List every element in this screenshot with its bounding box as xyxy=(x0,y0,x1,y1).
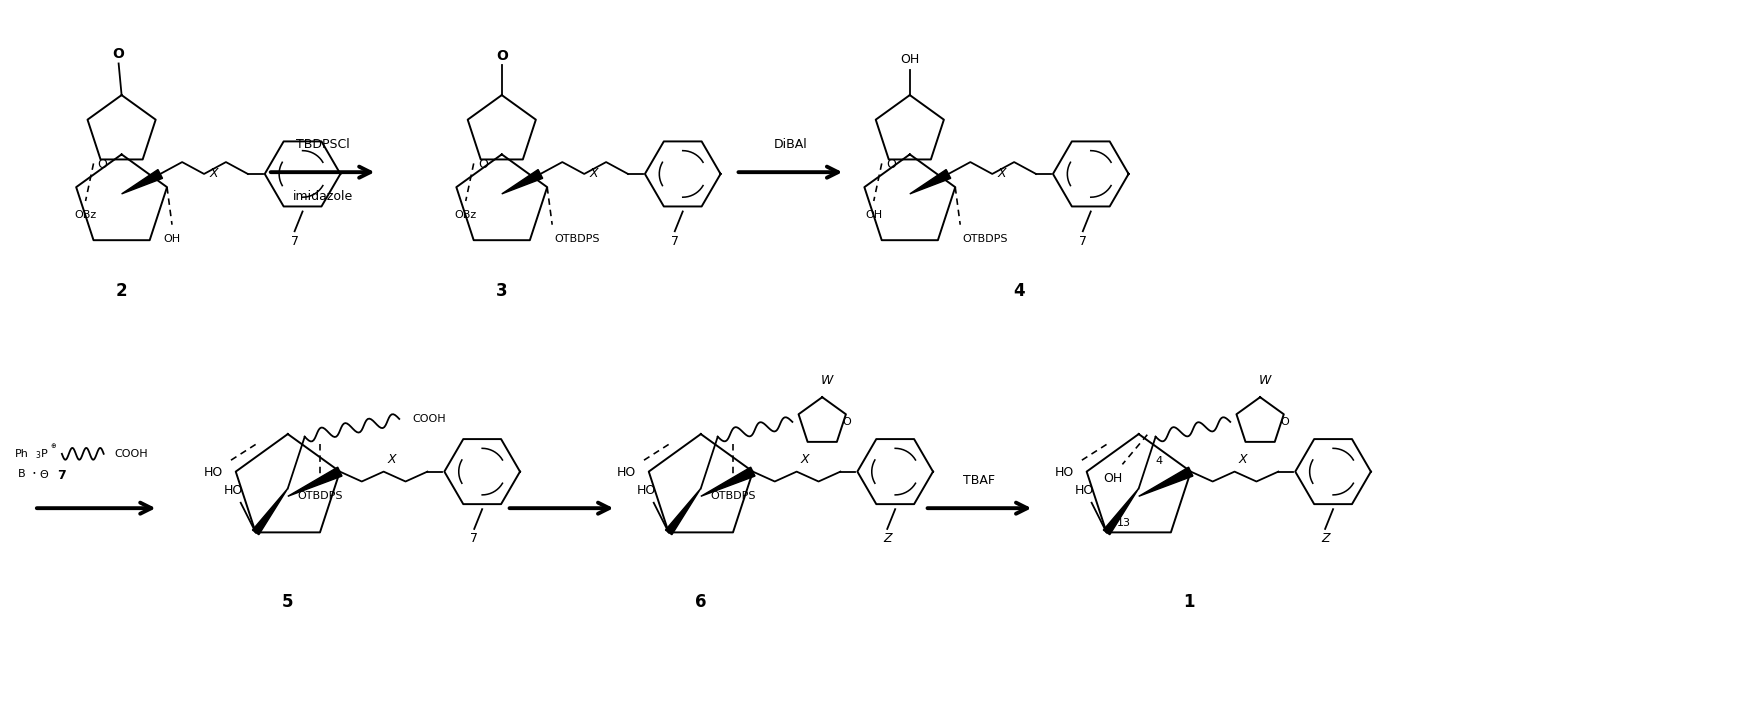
Polygon shape xyxy=(1104,489,1139,535)
Text: OTBDPS: OTBDPS xyxy=(554,233,601,244)
Text: O: O xyxy=(97,158,108,171)
Text: X: X xyxy=(590,167,599,180)
Text: Z: Z xyxy=(883,532,891,545)
Text: X: X xyxy=(387,453,395,467)
Text: 4: 4 xyxy=(1013,281,1025,300)
Text: O: O xyxy=(1281,417,1290,427)
Text: HO: HO xyxy=(618,466,637,479)
Polygon shape xyxy=(702,467,756,496)
Text: HO: HO xyxy=(1074,484,1095,498)
Text: OBz: OBz xyxy=(454,210,477,220)
Polygon shape xyxy=(122,169,162,194)
Text: Ph: Ph xyxy=(16,449,30,459)
Text: $^{\oplus}$: $^{\oplus}$ xyxy=(50,443,57,453)
Text: HO: HO xyxy=(225,484,244,498)
Text: 1: 1 xyxy=(1182,593,1194,611)
Text: X: X xyxy=(801,453,810,467)
Text: O: O xyxy=(886,158,895,171)
Text: $\Theta$: $\Theta$ xyxy=(38,467,49,479)
Text: 7: 7 xyxy=(57,469,66,482)
Text: 3: 3 xyxy=(496,281,508,300)
Text: 7: 7 xyxy=(670,235,679,247)
Text: DiBAl: DiBAl xyxy=(773,138,808,151)
Polygon shape xyxy=(665,489,702,535)
Text: 4: 4 xyxy=(1154,456,1163,466)
Polygon shape xyxy=(911,169,951,194)
Polygon shape xyxy=(501,169,543,194)
Text: COOH: COOH xyxy=(115,449,148,459)
Text: 13: 13 xyxy=(1116,518,1132,528)
Text: 2: 2 xyxy=(117,281,127,300)
Text: OTBDPS: OTBDPS xyxy=(298,491,343,501)
Text: O: O xyxy=(496,48,508,62)
Text: OH: OH xyxy=(164,233,181,244)
Text: OTBDPS: OTBDPS xyxy=(963,233,1008,244)
Text: COOH: COOH xyxy=(413,414,446,424)
Text: X: X xyxy=(209,167,218,180)
Text: W: W xyxy=(822,374,834,387)
Text: TBDPSCl: TBDPSCl xyxy=(296,138,350,151)
Text: OBz: OBz xyxy=(75,210,97,220)
Text: HO: HO xyxy=(1055,466,1074,479)
Text: OTBDPS: OTBDPS xyxy=(710,491,756,501)
Text: $\cdot$: $\cdot$ xyxy=(31,464,37,479)
Text: OH: OH xyxy=(865,210,883,220)
Text: 7: 7 xyxy=(291,235,299,247)
Polygon shape xyxy=(1139,467,1193,496)
Text: 7: 7 xyxy=(1079,235,1086,247)
Text: X: X xyxy=(1238,453,1247,467)
Text: B: B xyxy=(17,469,26,479)
Text: 7: 7 xyxy=(470,532,479,545)
Text: 5: 5 xyxy=(282,593,294,611)
Text: HO: HO xyxy=(204,466,223,479)
Text: OH: OH xyxy=(1102,471,1121,485)
Text: W: W xyxy=(1259,374,1271,387)
Text: X: X xyxy=(998,167,1006,180)
Text: TBAF: TBAF xyxy=(963,474,996,487)
Polygon shape xyxy=(252,489,287,535)
Text: HO: HO xyxy=(637,484,656,498)
Text: O: O xyxy=(843,417,851,427)
Text: OH: OH xyxy=(900,53,919,66)
Text: imidazole: imidazole xyxy=(292,191,353,203)
Text: Z: Z xyxy=(1321,532,1330,545)
Polygon shape xyxy=(287,467,341,496)
Text: $_3$P: $_3$P xyxy=(35,447,49,461)
Text: O: O xyxy=(113,47,125,60)
Text: 6: 6 xyxy=(695,593,707,611)
Text: O: O xyxy=(477,158,487,171)
